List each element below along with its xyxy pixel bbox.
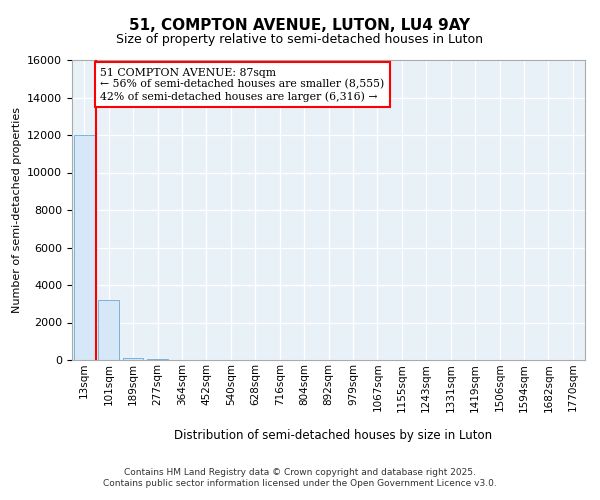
Bar <box>122 358 143 360</box>
Text: Contains HM Land Registry data © Crown copyright and database right 2025.
Contai: Contains HM Land Registry data © Crown c… <box>103 468 497 487</box>
Y-axis label: Number of semi-detached properties: Number of semi-detached properties <box>11 107 22 313</box>
Text: 51 COMPTON AVENUE: 87sqm
← 56% of semi-detached houses are smaller (8,555)
42% o: 51 COMPTON AVENUE: 87sqm ← 56% of semi-d… <box>100 68 385 102</box>
Text: Distribution of semi-detached houses by size in Luton: Distribution of semi-detached houses by … <box>174 430 492 442</box>
Bar <box>74 135 95 360</box>
Text: 51, COMPTON AVENUE, LUTON, LU4 9AY: 51, COMPTON AVENUE, LUTON, LU4 9AY <box>130 18 470 32</box>
Text: Size of property relative to semi-detached houses in Luton: Size of property relative to semi-detach… <box>116 32 484 46</box>
Bar <box>98 300 119 360</box>
